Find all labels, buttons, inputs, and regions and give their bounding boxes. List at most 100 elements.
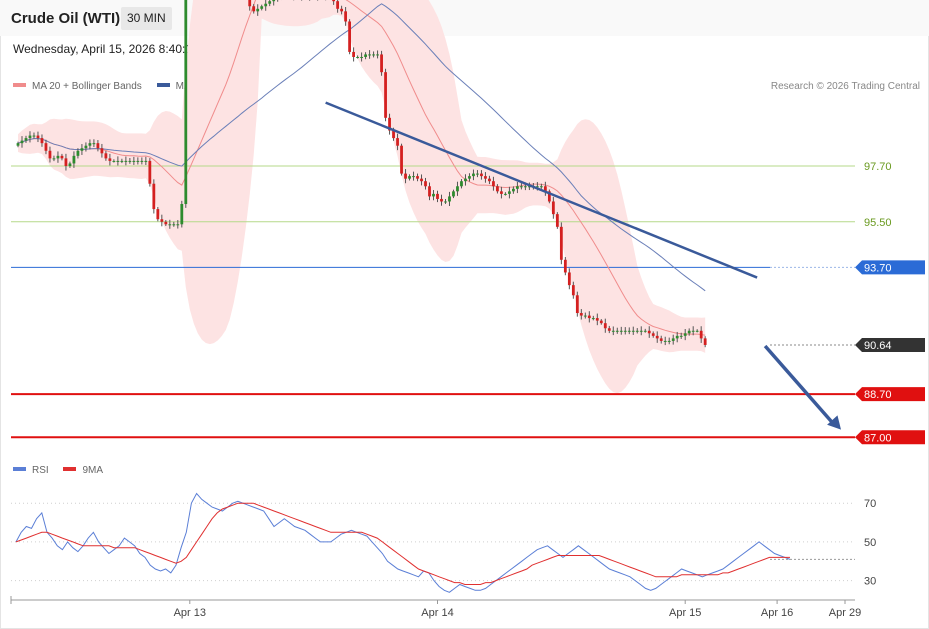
candle-body xyxy=(68,163,72,166)
candle-body xyxy=(140,160,144,162)
candle-body xyxy=(364,54,367,57)
candle-body xyxy=(464,178,467,182)
candle-body xyxy=(160,219,164,222)
candle-body xyxy=(456,186,459,192)
level-tag-87.00 xyxy=(855,430,925,445)
candle-body xyxy=(512,188,515,192)
candle-body xyxy=(352,51,355,57)
candle-body xyxy=(92,143,96,145)
candle-body xyxy=(156,209,160,220)
candle-body xyxy=(340,8,344,12)
candle-body xyxy=(476,173,479,175)
candle-body xyxy=(523,186,527,188)
candle-body xyxy=(184,0,188,205)
candle-body xyxy=(543,186,547,192)
candle-body xyxy=(356,56,359,58)
candle-body xyxy=(372,54,375,56)
level-tag-90.64 xyxy=(855,337,925,352)
legend-swatch-ma20 xyxy=(13,83,26,88)
candle-body xyxy=(264,3,268,7)
candle-body xyxy=(488,178,491,182)
candle-body xyxy=(587,315,591,319)
candle-body xyxy=(635,330,639,332)
level-label-90.64: 90.64 xyxy=(864,340,892,352)
candle-body xyxy=(639,330,643,332)
rsi-tick-label: 50 xyxy=(864,537,876,549)
candle-body xyxy=(84,145,88,149)
candle-body xyxy=(36,135,40,139)
candle-body xyxy=(344,11,348,22)
candle-body xyxy=(535,186,539,188)
candle-body xyxy=(148,160,152,184)
candle-body xyxy=(519,186,523,188)
candle-body xyxy=(631,330,635,332)
candle-body xyxy=(100,148,104,154)
candle-body xyxy=(136,160,140,162)
candle-body xyxy=(615,330,619,332)
x-tick-label: Apr 14 xyxy=(421,607,453,619)
candle-body xyxy=(128,160,132,162)
candle-body xyxy=(663,340,667,342)
legend-swatch-rsi xyxy=(13,467,26,472)
x-tick-label: Apr 16 xyxy=(761,607,793,619)
instrument-title: Crude Oil (WTI) xyxy=(11,10,121,27)
legend-swatch-ma50 xyxy=(156,83,170,88)
candle-body xyxy=(104,153,108,159)
candle-body xyxy=(248,0,252,7)
candle-body xyxy=(559,226,563,260)
candle-body xyxy=(591,318,595,320)
candle-body xyxy=(583,315,587,317)
candle-body xyxy=(595,318,599,321)
candle-body xyxy=(516,186,519,189)
candle-body xyxy=(472,173,475,177)
candle-body xyxy=(400,145,403,174)
candle-body xyxy=(28,135,32,139)
candle-body xyxy=(508,191,511,194)
level-label-93.70: 93.70 xyxy=(864,262,892,274)
candle-body xyxy=(416,176,419,179)
candle-body xyxy=(563,259,567,273)
candle-body xyxy=(671,338,675,341)
candle-body xyxy=(452,191,455,197)
candle-body xyxy=(691,330,695,332)
candle-body xyxy=(599,320,603,324)
candle-body xyxy=(380,54,383,73)
candle-body xyxy=(687,330,691,334)
candle-body xyxy=(484,176,487,179)
ma50-line xyxy=(17,3,706,292)
candle-body xyxy=(56,155,60,159)
candle-body xyxy=(272,0,276,2)
candle-body xyxy=(539,186,543,188)
candle-body xyxy=(392,130,395,139)
candle-body xyxy=(440,198,443,202)
x-tick-label: Apr 13 xyxy=(174,607,206,619)
candle-body xyxy=(16,143,20,146)
candle-body xyxy=(444,201,447,203)
candle-body xyxy=(575,295,579,314)
level-label-88.70: 88.70 xyxy=(864,389,892,401)
candle-body xyxy=(504,193,507,195)
bollinger-band-area xyxy=(18,0,706,394)
candle-body xyxy=(619,330,623,332)
candle-body xyxy=(332,0,336,2)
candle-body xyxy=(172,224,176,226)
candle-body xyxy=(176,224,180,226)
candle-body xyxy=(436,193,439,199)
rsi-series-9ma xyxy=(15,502,790,585)
candle-body xyxy=(48,150,52,159)
candle-body xyxy=(643,330,647,332)
candle-body xyxy=(180,204,184,225)
resistance-trendline xyxy=(325,101,758,279)
research-credit: Research © 2026 Trading Central xyxy=(770,81,920,92)
candle-body xyxy=(699,330,703,339)
timeframe-badge[interactable]: 30 MIN xyxy=(121,7,172,30)
candle-body xyxy=(168,224,172,226)
candle-body xyxy=(164,221,168,225)
level-label-87.00: 87.00 xyxy=(864,432,892,444)
level-label-97.70: 97.70 xyxy=(864,161,892,173)
candle-body xyxy=(32,135,36,137)
legend-item-rsi: RSI xyxy=(13,465,49,476)
candle-body xyxy=(132,160,136,162)
candle-body xyxy=(96,143,100,149)
candle-body xyxy=(651,333,655,336)
